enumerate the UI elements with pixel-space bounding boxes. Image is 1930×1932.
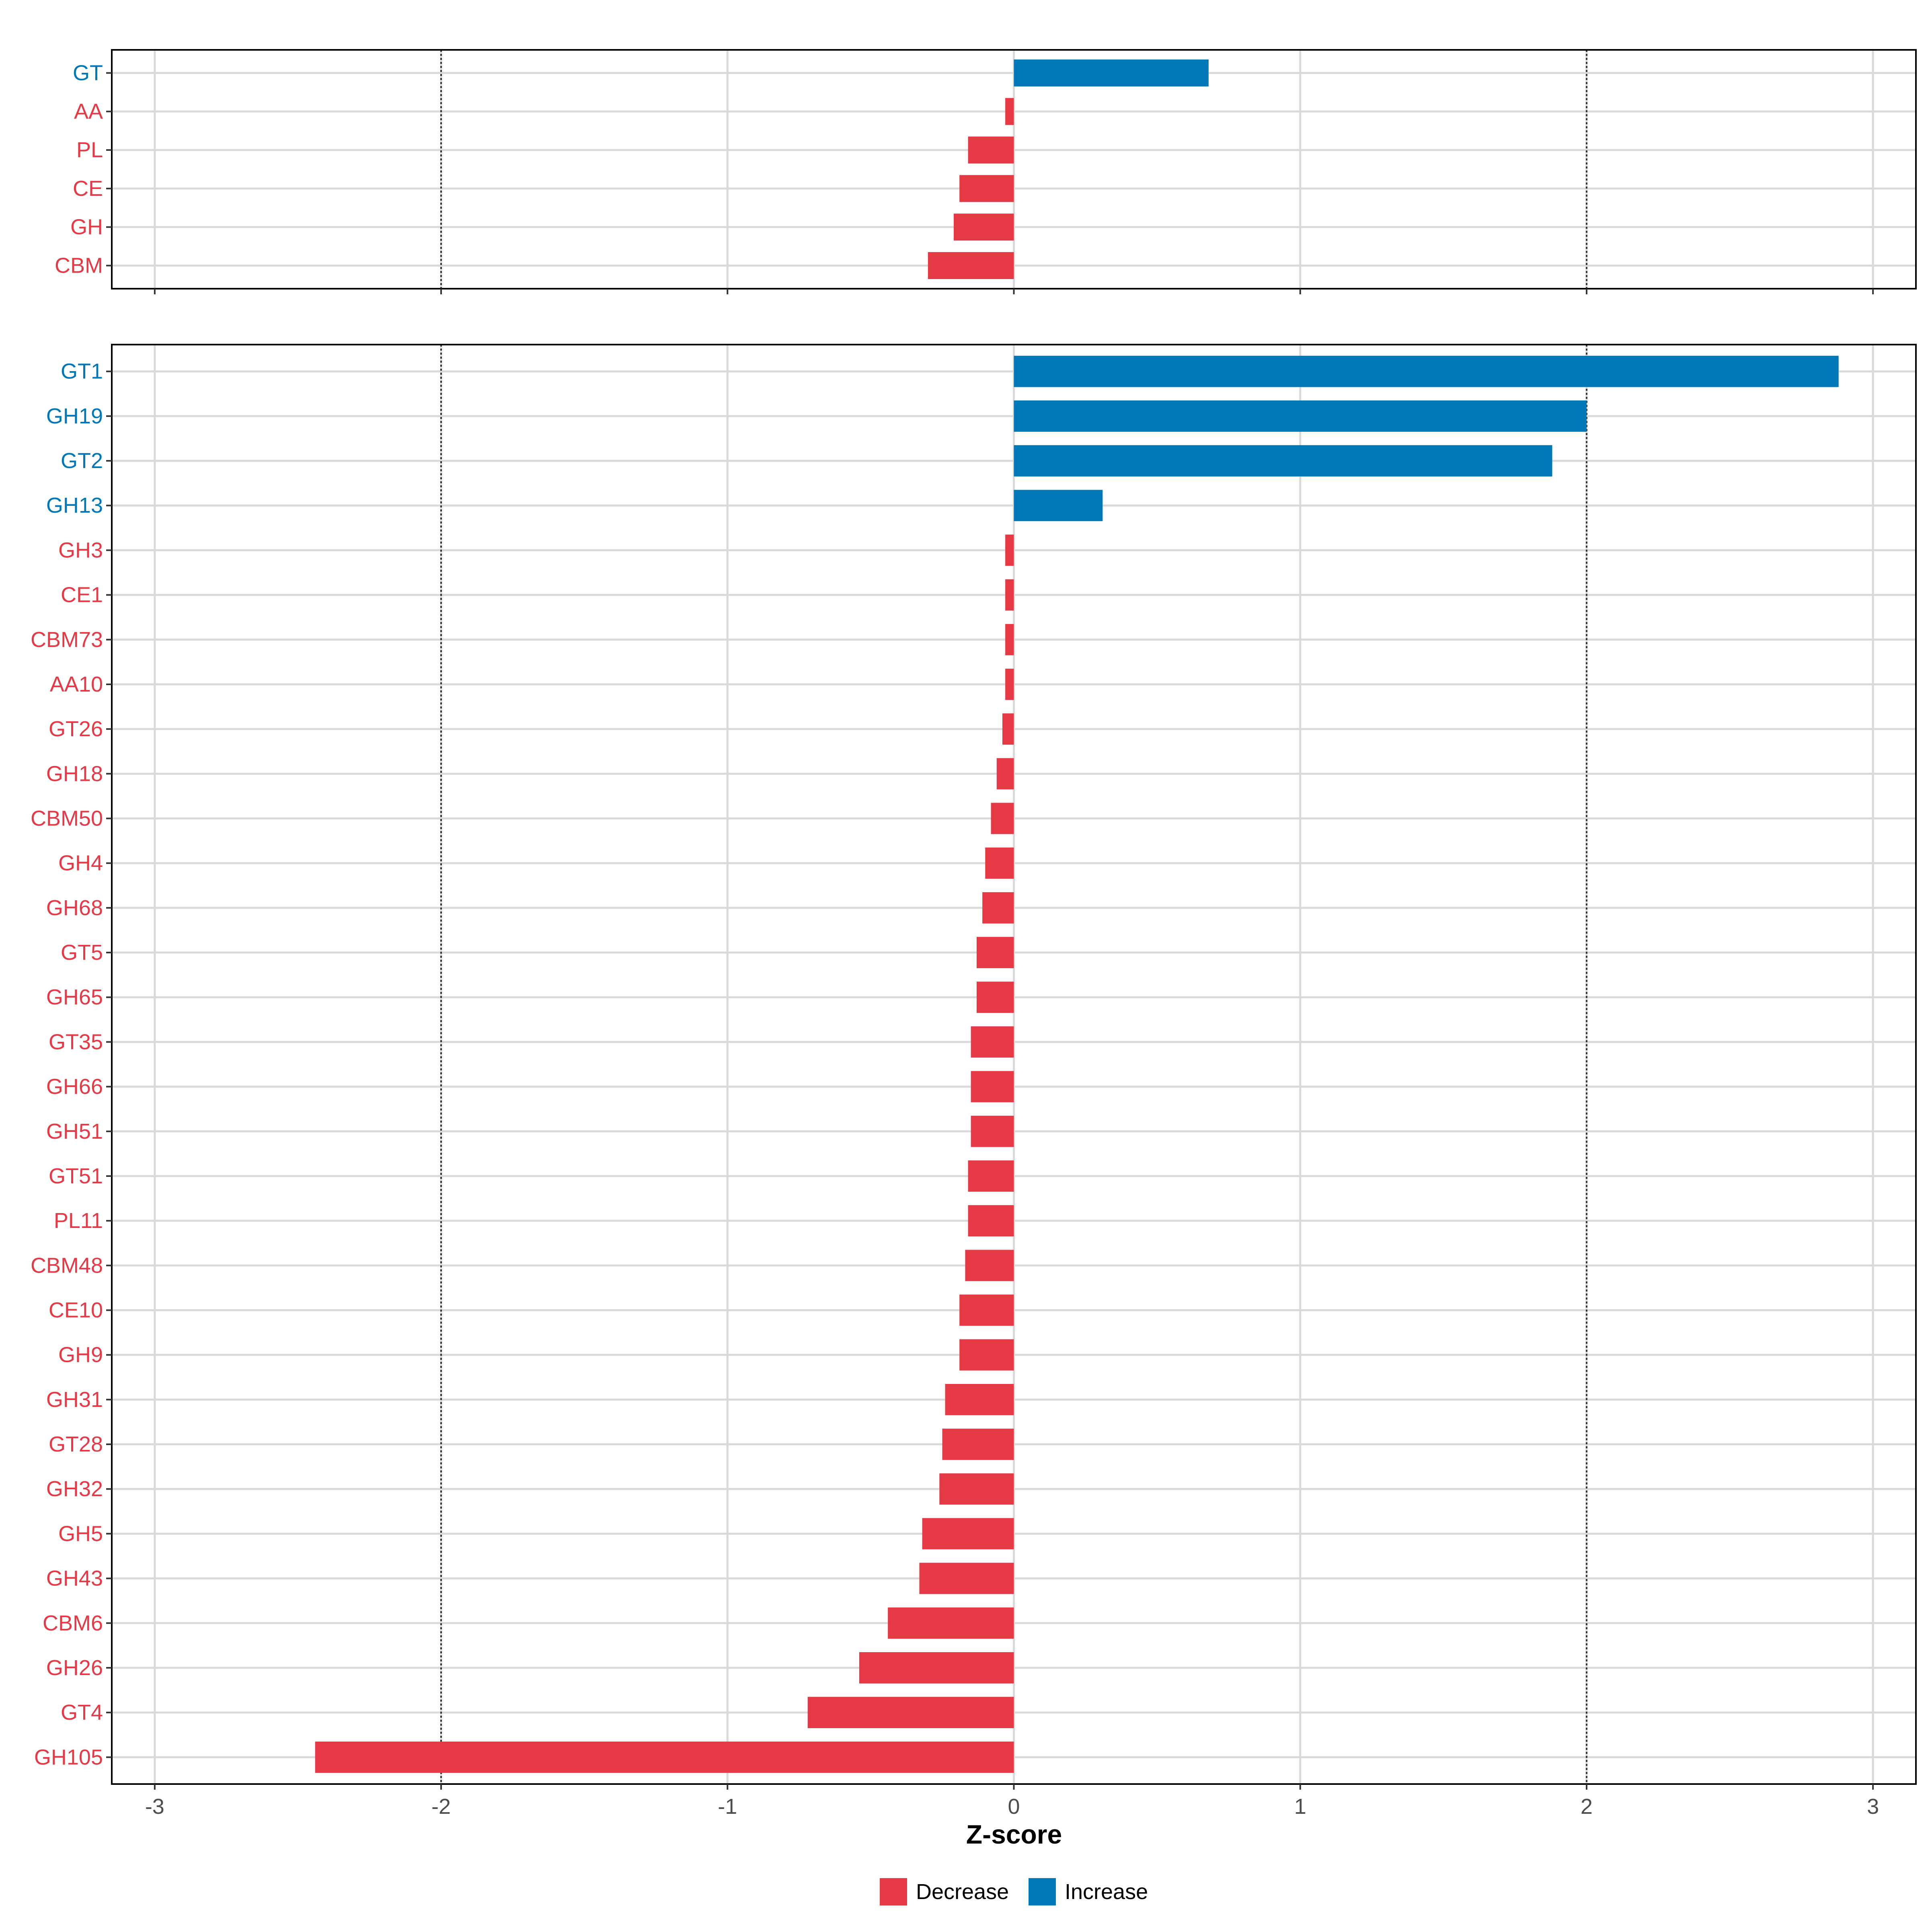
bar-CE (959, 175, 1014, 202)
x-axis-title: Z-score (966, 1819, 1062, 1849)
bar-GH18 (996, 758, 1014, 790)
legend-label: Decrease (916, 1880, 1009, 1904)
legend: Decrease Increase (880, 1878, 1148, 1905)
bar-GT5 (976, 937, 1014, 968)
y-tick-label-GT4: GT4 (61, 1700, 103, 1725)
bar-GT51 (968, 1160, 1014, 1192)
x-tick-label: 1 (1294, 1794, 1306, 1819)
y-tick-label-CBM73: CBM73 (31, 628, 103, 652)
y-tick-label-GT35: GT35 (49, 1030, 103, 1054)
legend-item-increase: Increase (1029, 1878, 1148, 1905)
y-tick-label-PL11: PL11 (54, 1209, 103, 1233)
bar-GH9 (959, 1339, 1014, 1371)
bar-GH (953, 214, 1014, 241)
y-tick-label-GT2: GT2 (61, 449, 103, 473)
y-tick-label-GT28: GT28 (49, 1432, 103, 1456)
bar-GH32 (939, 1473, 1014, 1505)
y-tick-label-GH4: GH4 (58, 851, 103, 875)
y-tick-label-GH13: GH13 (46, 493, 103, 517)
bar-CBM (928, 252, 1014, 279)
bar-GH65 (976, 981, 1014, 1013)
bar-GH3 (1005, 534, 1014, 566)
bar-CBM73 (1005, 624, 1014, 655)
bar-CBM48 (965, 1250, 1014, 1281)
y-tick-label-GT: GT (73, 61, 103, 85)
bar-CBM6 (888, 1607, 1014, 1639)
bar-GT28 (942, 1429, 1014, 1460)
x-tick-label: -1 (718, 1794, 737, 1819)
bar-GH31 (945, 1384, 1014, 1415)
panel-top: GT AA PL CE GH CBM (55, 49, 1917, 294)
bar-PL (968, 136, 1014, 164)
panel-bottom: GT1 GH19 GT2 GH13 GH3 CE1 CBM73 AA10 GT26 GH18 CBM… (31, 344, 1917, 1819)
y-tick-label-GH5: GH5 (58, 1521, 103, 1546)
bar-AA (1005, 98, 1014, 125)
x-tick-label: -2 (431, 1794, 451, 1819)
legend-item-decrease: Decrease (880, 1878, 1009, 1905)
bar-CBM50 (991, 803, 1014, 834)
bar-GH26 (859, 1652, 1014, 1684)
y-tick-label-CBM: CBM (55, 254, 103, 278)
y-tick-label-GH18: GH18 (46, 762, 103, 786)
y-tick-label-GH3: GH3 (58, 538, 103, 562)
y-tick-label-GH: GH (70, 215, 103, 239)
bar-GH51 (971, 1115, 1014, 1147)
y-tick-label-GH31: GH31 (46, 1388, 103, 1412)
bar-GT26 (1002, 713, 1014, 745)
y-tick-label-GH26: GH26 (46, 1656, 103, 1680)
y-tick-label-CBM50: CBM50 (31, 807, 103, 831)
bar-PL11 (968, 1205, 1014, 1237)
legend-swatch (880, 1878, 907, 1905)
bar-GH66 (971, 1071, 1014, 1103)
y-tick-label-AA10: AA10 (50, 672, 103, 696)
y-tick-label-GT51: GT51 (49, 1164, 103, 1188)
y-tick-label-GH43: GH43 (46, 1567, 103, 1591)
y-tick-label-GT5: GT5 (61, 940, 103, 965)
y-tick-label-GH105: GH105 (34, 1745, 103, 1769)
bar-GH43 (919, 1562, 1014, 1594)
y-tick-label-GH19: GH19 (46, 404, 103, 428)
bar-GT (1014, 59, 1209, 87)
bar-GH13 (1014, 490, 1103, 521)
x-tick-label: 0 (1008, 1794, 1020, 1819)
x-tick-label: -3 (145, 1794, 164, 1819)
y-tick-label-CBM6: CBM6 (43, 1611, 103, 1635)
y-tick-label-GT26: GT26 (49, 717, 103, 741)
panels: GT AA PL CE GH CBM GT1 GH19 GT2 GH13 GH3 CE1 CBM73 AA… (31, 49, 1917, 1819)
y-tick-label-GH66: GH66 (46, 1075, 103, 1099)
y-tick-label-GT1: GT1 (61, 359, 103, 384)
x-tick-label: 2 (1581, 1794, 1593, 1819)
y-tick-label-GH9: GH9 (58, 1343, 103, 1367)
x-tick-label: 3 (1867, 1794, 1879, 1819)
y-tick-label-GH68: GH68 (46, 896, 103, 920)
y-tick-label-AA: AA (74, 99, 103, 123)
bar-CE10 (959, 1294, 1014, 1326)
bar-AA10 (1005, 669, 1014, 700)
y-tick-label-CE1: CE1 (61, 583, 103, 607)
bar-CE1 (1005, 579, 1014, 611)
legend-swatch (1029, 1878, 1056, 1905)
y-tick-label-CBM48: CBM48 (31, 1253, 103, 1277)
bar-GH68 (982, 892, 1014, 924)
y-tick-label-GH65: GH65 (46, 985, 103, 1009)
bar-GH4 (985, 847, 1014, 879)
y-tick-label-GH32: GH32 (46, 1477, 103, 1501)
bar-GH105 (315, 1741, 1014, 1773)
bar-GH19 (1014, 400, 1587, 432)
bar-GT4 (807, 1697, 1014, 1729)
bar-GT35 (971, 1026, 1014, 1058)
y-tick-label-CE: CE (73, 177, 103, 201)
bar-GT1 (1014, 355, 1839, 387)
y-tick-label-CE10: CE10 (49, 1298, 103, 1322)
bar-GT2 (1014, 445, 1552, 476)
y-tick-label-PL: PL (76, 138, 103, 162)
y-tick-label-GH51: GH51 (46, 1119, 103, 1144)
legend-label: Increase (1065, 1880, 1148, 1904)
bar-GH5 (922, 1518, 1014, 1550)
